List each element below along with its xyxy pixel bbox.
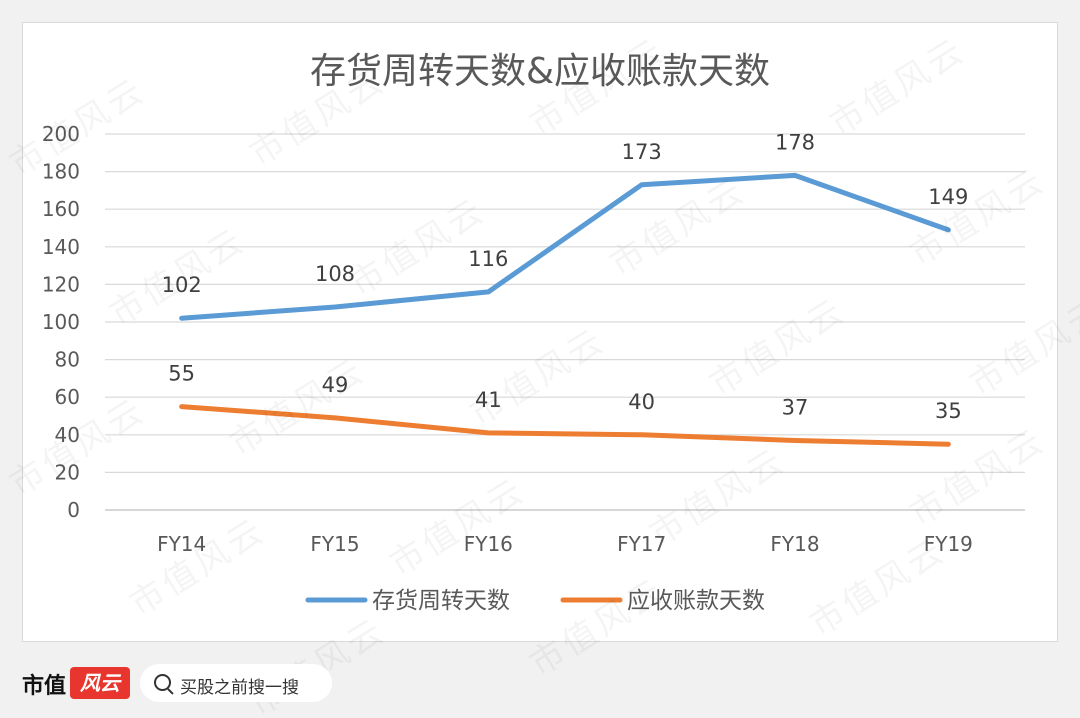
series-line-0 — [179, 172, 951, 321]
y-tick-label: 20 — [55, 460, 80, 484]
search-button[interactable]: 买股之前搜一搜 — [140, 664, 332, 702]
data-label: 178 — [775, 130, 815, 154]
y-axis: 0 20 40 60 80 100 120 140 160 180 200 — [42, 122, 80, 522]
data-label: 37 — [782, 395, 809, 419]
grid-lines — [105, 133, 1025, 511]
data-label: 55 — [168, 362, 195, 386]
x-tick-label: FY19 — [924, 532, 973, 556]
x-tick-label: FY16 — [464, 532, 513, 556]
y-tick-label: 180 — [42, 160, 80, 184]
x-tick-label: FY15 — [310, 532, 359, 556]
data-label: 173 — [622, 140, 662, 164]
data-label: 35 — [935, 399, 962, 423]
data-labels: 102 108 116 173 178 149 55 49 41 40 37 35 — [162, 130, 969, 423]
chart-card — [22, 22, 1058, 642]
data-label: 49 — [322, 373, 349, 397]
legend-label-1: 应收账款天数 — [627, 588, 765, 614]
y-tick-label: 60 — [55, 385, 80, 409]
y-tick-label: 80 — [55, 348, 80, 372]
x-tick-label: FY14 — [157, 532, 206, 556]
search-label: 买股之前搜一搜 — [180, 678, 299, 698]
search-icon — [154, 674, 171, 691]
y-tick-label: 40 — [55, 423, 80, 447]
y-tick-label: 100 — [42, 310, 80, 334]
series-lines — [179, 172, 951, 447]
x-tick-label: FY17 — [617, 532, 666, 556]
data-label: 149 — [928, 185, 968, 209]
data-label: 108 — [315, 262, 355, 286]
x-axis: FY14 FY15 FY16 FY17 FY18 FY19 — [157, 532, 973, 556]
brand-logo: 风云 — [70, 667, 130, 699]
series-line-1 — [179, 404, 951, 447]
legend: 存货周转天数 应收账款天数 — [305, 588, 765, 614]
data-label: 102 — [162, 273, 202, 297]
x-tick-label: FY18 — [770, 532, 819, 556]
chart-title: 存货周转天数&应收账款天数 — [310, 51, 770, 92]
data-label: 41 — [475, 388, 502, 412]
legend-label-0: 存货周转天数 — [372, 588, 510, 614]
y-tick-label: 120 — [42, 272, 80, 296]
brand-name: 市值 — [22, 674, 67, 699]
y-tick-label: 160 — [42, 197, 80, 221]
data-label: 40 — [628, 390, 655, 414]
data-label: 116 — [468, 247, 508, 271]
y-tick-label: 140 — [42, 235, 80, 259]
footer-bar: 市值 风云 买股之前搜一搜 — [0, 652, 1080, 718]
y-tick-label: 200 — [42, 122, 80, 146]
y-tick-label: 0 — [67, 498, 80, 522]
